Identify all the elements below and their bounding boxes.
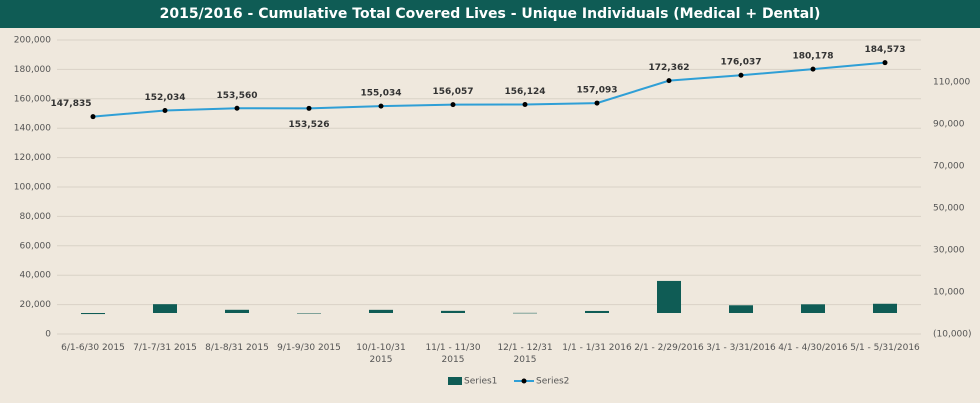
data-label: 156,057 bbox=[433, 87, 474, 97]
data-label: 152,034 bbox=[145, 93, 186, 103]
line bbox=[92, 61, 886, 118]
x-tick-label: 12/1 - 12/31 2015 bbox=[497, 343, 553, 365]
line-marker bbox=[882, 60, 888, 66]
x-tick-label: 4/1 - 4/30/2016 bbox=[778, 343, 848, 353]
data-label: 172,362 bbox=[649, 63, 690, 73]
bar bbox=[297, 313, 321, 314]
line-marker bbox=[378, 103, 384, 109]
data-label: 155,034 bbox=[361, 89, 402, 99]
data-label: 176,037 bbox=[721, 58, 762, 68]
y-tick-label: 140,000 bbox=[14, 124, 51, 134]
legend-label: Series1 bbox=[464, 377, 497, 387]
y2-tick-label: 30,000 bbox=[933, 246, 965, 256]
data-label: 180,178 bbox=[793, 52, 834, 62]
y-tick-label: 20,000 bbox=[20, 300, 52, 310]
x-tick-label: 1/1 - 1/31 2016 bbox=[562, 343, 632, 353]
bar bbox=[873, 303, 897, 313]
bar bbox=[801, 304, 825, 313]
y-tick-label: 200,000 bbox=[14, 36, 51, 46]
y2-tick-label: 110,000 bbox=[933, 78, 970, 88]
bar bbox=[585, 310, 609, 313]
x-tick-label: 3/1 - 3/31/2016 bbox=[706, 343, 776, 353]
bar bbox=[369, 309, 393, 313]
data-label: 156,124 bbox=[505, 87, 546, 97]
x-tick-label: 8/1-8/31 2015 bbox=[205, 343, 269, 353]
x-tick-label: 10/1-10/31 2015 bbox=[356, 343, 406, 365]
y-tick-label: 0 bbox=[45, 330, 51, 340]
bar bbox=[441, 310, 465, 313]
x-tick-label: 6/1-6/30 2015 bbox=[61, 343, 125, 353]
line-marker bbox=[522, 101, 528, 107]
data-label: 157,093 bbox=[577, 86, 618, 96]
line-marker bbox=[450, 102, 456, 108]
data-label: 147,835 bbox=[51, 99, 92, 109]
x-tick-label: 2/1 - 2/29/2016 bbox=[634, 343, 704, 353]
data-label: 153,560 bbox=[217, 91, 258, 101]
x-tick-label: 7/1-7/31 2015 bbox=[133, 343, 197, 353]
bar bbox=[153, 304, 177, 313]
y-tick-label: 40,000 bbox=[20, 271, 52, 281]
legend-label: Series2 bbox=[536, 377, 569, 387]
y-tick-label: 180,000 bbox=[14, 65, 51, 75]
legend-swatch bbox=[448, 377, 462, 385]
y2-tick-label: 50,000 bbox=[933, 204, 965, 214]
line-marker bbox=[234, 105, 240, 111]
x-tick-label: 5/1 - 5/31/2016 bbox=[850, 343, 920, 353]
y-tick-label: 100,000 bbox=[14, 183, 51, 193]
bar bbox=[729, 305, 753, 313]
y-tick-label: 80,000 bbox=[20, 212, 52, 222]
data-label: 153,526 bbox=[289, 120, 330, 130]
line-marker bbox=[810, 66, 816, 72]
y2-tick-label: (10,000) bbox=[933, 330, 972, 340]
y-tick-label: 120,000 bbox=[14, 153, 51, 163]
line-marker bbox=[738, 72, 744, 78]
line-marker bbox=[594, 100, 600, 106]
data-label: 184,573 bbox=[865, 45, 906, 55]
bar bbox=[657, 280, 681, 313]
bar bbox=[225, 309, 249, 313]
chart-title: 2015/2016 - Cumulative Total Covered Liv… bbox=[0, 0, 980, 28]
y2-tick-label: 70,000 bbox=[933, 162, 965, 172]
y2-tick-label: 10,000 bbox=[933, 288, 965, 298]
x-tick-label: 9/1-9/30 2015 bbox=[277, 343, 341, 353]
line-marker bbox=[162, 108, 168, 114]
x-tick-label: 11/1 - 11/30 2015 bbox=[425, 343, 481, 365]
line-marker bbox=[90, 114, 96, 120]
legend-marker bbox=[521, 378, 527, 384]
y-tick-label: 160,000 bbox=[14, 94, 51, 104]
bar bbox=[81, 313, 105, 315]
line-marker bbox=[306, 105, 312, 111]
bar bbox=[513, 312, 537, 314]
y2-tick-label: 90,000 bbox=[933, 120, 965, 130]
y-tick-label: 60,000 bbox=[20, 241, 52, 251]
line-marker bbox=[666, 78, 672, 84]
